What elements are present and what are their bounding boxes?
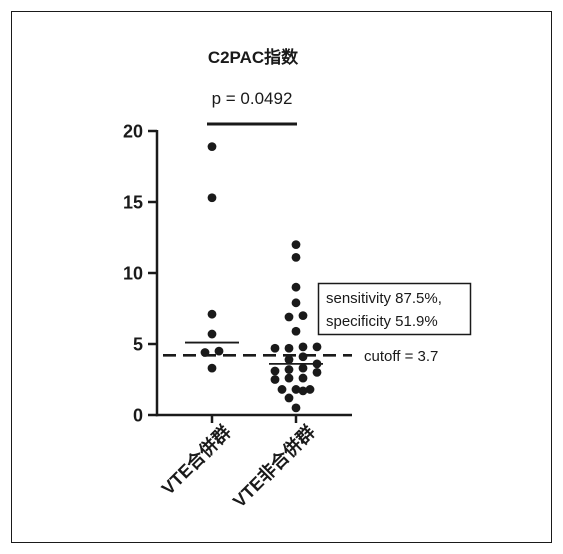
- y-tick-label: 15: [123, 193, 143, 213]
- annotation-box-frame: [317, 282, 472, 336]
- data-point: [298, 373, 308, 383]
- y-tick-label: 0: [133, 406, 143, 426]
- data-point: [207, 363, 217, 373]
- y-tick-label: 10: [123, 264, 143, 284]
- data-point: [298, 311, 308, 320]
- data-point: [277, 385, 287, 394]
- data-point: [284, 355, 294, 365]
- median-lines: [185, 341, 323, 365]
- data-point: [298, 386, 308, 396]
- data-point: [207, 309, 217, 319]
- data-point: [207, 142, 217, 152]
- data-point: [284, 312, 294, 322]
- data-point: [207, 329, 217, 339]
- data-point: [291, 298, 301, 308]
- y-tick-label: 5: [133, 335, 143, 355]
- data-point: [284, 373, 294, 383]
- data-point: [284, 393, 294, 403]
- y-axis-ticks: 0 5 10 15 20: [123, 122, 157, 426]
- data-point: [291, 282, 301, 292]
- data-point: [270, 375, 280, 384]
- data-point: [284, 343, 294, 353]
- data-point: [291, 385, 301, 394]
- specificity-text: specificity 51.9%: [326, 313, 438, 330]
- data-points: [200, 142, 322, 413]
- data-point: [298, 342, 308, 352]
- x-category-label: VTE合併群: [157, 421, 235, 499]
- data-point: [298, 352, 308, 362]
- data-point: [291, 403, 301, 413]
- data-point: [291, 240, 301, 250]
- p-value-label: p = 0.0492: [212, 89, 293, 108]
- figure-frame-border: [11, 11, 552, 543]
- data-point: [291, 326, 301, 336]
- cutoff-label: cutoff = 3.7: [364, 348, 438, 365]
- data-point: [312, 368, 322, 377]
- x-category-label: VTE非合併群: [228, 421, 319, 512]
- data-point: [207, 193, 217, 203]
- chart-title: C2PAC指数: [208, 47, 299, 67]
- data-point: [270, 343, 280, 353]
- data-point: [305, 385, 315, 394]
- data-point: [298, 363, 308, 373]
- annotation-box: sensitivity 87.5%, specificity 51.9%: [317, 282, 472, 336]
- sensitivity-text: sensitivity 87.5%,: [326, 290, 442, 307]
- data-point: [291, 252, 301, 262]
- y-tick-label: 20: [123, 122, 143, 142]
- data-point: [270, 366, 280, 376]
- data-point: [214, 346, 224, 356]
- data-point: [312, 342, 322, 352]
- data-point: [284, 365, 294, 374]
